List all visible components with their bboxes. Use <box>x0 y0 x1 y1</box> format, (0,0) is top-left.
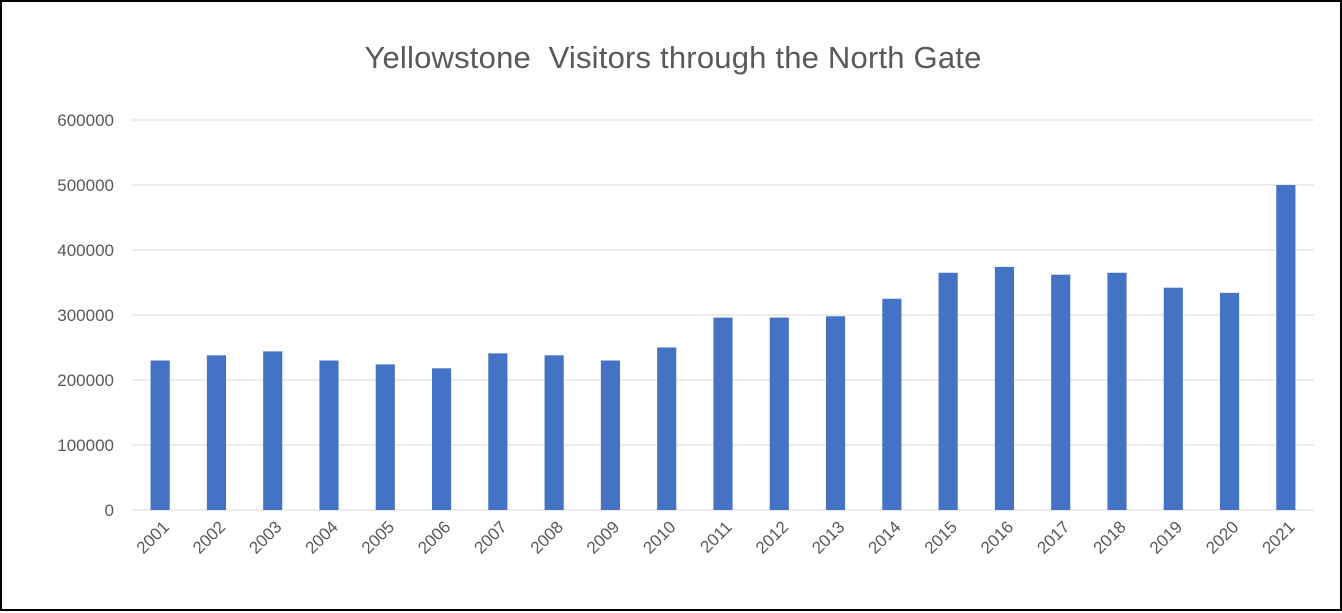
bar-2011 <box>713 317 733 510</box>
x-tick-label: 2005 <box>358 517 398 557</box>
y-tick-label: 300000 <box>57 306 114 325</box>
bar-2014 <box>882 298 902 510</box>
bars <box>150 185 1296 510</box>
bar-2001 <box>150 360 170 510</box>
x-tick-label: 2016 <box>977 517 1017 557</box>
bar-2018 <box>1107 272 1127 510</box>
x-tick-label: 2013 <box>808 517 848 557</box>
bar-2006 <box>432 368 452 510</box>
y-tick-label: 100000 <box>57 436 114 455</box>
x-tick-label: 2006 <box>414 517 454 557</box>
x-tick-label: 2001 <box>133 517 173 557</box>
x-tick-label: 2003 <box>245 517 285 557</box>
y-tick-label: 200000 <box>57 371 114 390</box>
x-tick-label: 2002 <box>189 517 229 557</box>
x-axis-tick-labels: 2001 2002 2003 2004 2005 2006 2007 2008 2009 2010… <box>133 517 1299 557</box>
x-tick-label: 2009 <box>583 517 623 557</box>
x-tick-label: 2019 <box>1146 517 1186 557</box>
x-tick-label: 2008 <box>527 517 567 557</box>
bar-2021 <box>1276 185 1296 510</box>
bar-2015 <box>938 272 958 510</box>
bar-2020 <box>1220 292 1240 510</box>
bar-2009 <box>600 360 620 510</box>
y-axis-tick-labels: 0 100000 200000 300000 400000 500000 600000 <box>57 111 114 520</box>
bar-2016 <box>994 266 1014 510</box>
bar-2017 <box>1051 274 1071 510</box>
bar-2003 <box>263 351 283 510</box>
y-tick-label: 600000 <box>57 111 114 130</box>
bar-2002 <box>206 355 226 510</box>
x-tick-label: 2015 <box>921 517 961 557</box>
y-tick-label: 400000 <box>57 241 114 260</box>
x-tick-label: 2017 <box>1033 517 1073 557</box>
x-tick-label: 2007 <box>471 517 511 557</box>
x-tick-label: 2012 <box>752 517 792 557</box>
bar-2012 <box>769 317 789 510</box>
bar-2007 <box>488 353 508 510</box>
bar-2010 <box>657 347 677 510</box>
y-tick-label: 500000 <box>57 176 114 195</box>
y-tick-label: 0 <box>105 501 114 520</box>
x-tick-label: 2010 <box>639 517 679 557</box>
x-tick-label: 2018 <box>1090 517 1130 557</box>
x-tick-label: 2011 <box>697 517 736 556</box>
x-tick-label: 2004 <box>302 517 342 557</box>
bar-2019 <box>1163 287 1183 510</box>
bar-2008 <box>544 355 564 510</box>
bar-2004 <box>319 360 339 510</box>
x-tick-label: 2020 <box>1202 517 1242 557</box>
bar-2013 <box>826 316 846 510</box>
x-tick-label: 2021 <box>1259 517 1299 557</box>
chart-title: Yellowstone Visitors through the North G… <box>364 40 982 75</box>
x-tick-label: 2014 <box>865 517 905 557</box>
bar-2005 <box>375 364 395 510</box>
